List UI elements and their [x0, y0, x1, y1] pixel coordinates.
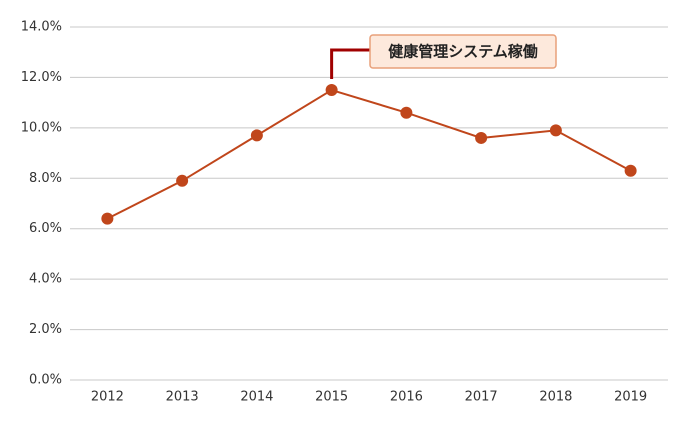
annotation-text: 健康管理システム稼働 [388, 43, 538, 61]
point [400, 106, 413, 119]
point [101, 212, 114, 225]
point [624, 164, 637, 177]
annotation-box [369, 34, 557, 69]
y-tick-label: 8.0% [29, 171, 62, 186]
y-tick-label: 12.0% [21, 70, 62, 85]
line [106, 88, 632, 220]
x-tick-label: 2014 [240, 390, 273, 405]
point [325, 84, 338, 97]
point [549, 124, 562, 137]
x-tick-label: 2018 [539, 390, 572, 405]
y-tick-label: 0.0% [29, 373, 62, 388]
point [475, 131, 488, 144]
x-tick-label: 2017 [465, 390, 498, 405]
x-tick-label: 2019 [614, 390, 647, 405]
point [250, 129, 263, 142]
y-tick-label: 10.0% [21, 120, 62, 135]
y-tick-label: 14.0% [21, 20, 62, 35]
y-tick-label: 6.0% [29, 221, 62, 236]
point [176, 174, 189, 187]
x-tick-label: 2013 [166, 390, 199, 405]
y-tick-label: 4.0% [29, 272, 62, 287]
y-tick-label: 2.0% [29, 322, 62, 337]
x-tick-label: 2016 [390, 390, 423, 405]
x-tick-label: 2012 [91, 390, 124, 405]
annotation-connector [330, 48, 370, 80]
x-tick-label: 2015 [315, 390, 348, 405]
